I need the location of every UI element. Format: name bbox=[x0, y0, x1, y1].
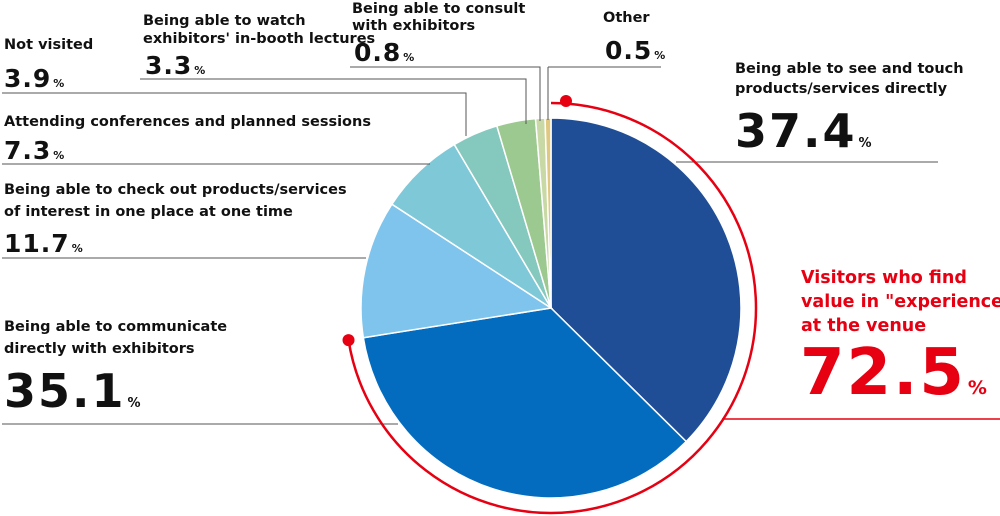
value-not-visited: 3.9% bbox=[4, 64, 65, 93]
label-conferences: Attending conferences and planned sessio… bbox=[4, 114, 371, 130]
label-lectures-line1: Being able to watch bbox=[143, 13, 306, 29]
label-lectures-line2: exhibitors' in-booth lectures bbox=[143, 31, 376, 47]
label-consult-line2: with exhibitors bbox=[352, 18, 476, 34]
value-conferences: 7.3% bbox=[4, 136, 65, 165]
leader-line-lectures bbox=[140, 78, 527, 124]
leader-lines bbox=[2, 66, 938, 425]
label-see-touch-line1: Being able to see and touch bbox=[735, 61, 964, 77]
experience-arc bbox=[347, 101, 758, 515]
label-check-out-line2: of interest in one place at one time bbox=[4, 204, 293, 220]
experience-label-line2: value in "experience" bbox=[801, 292, 1000, 312]
experience-arc-start-dot bbox=[560, 95, 572, 107]
value-other: 0.5% bbox=[605, 36, 666, 65]
experience-label-line1: Visitors who find bbox=[801, 268, 967, 288]
value-see-touch: 37.4% bbox=[735, 104, 872, 158]
experience-arc-end-dot bbox=[342, 334, 355, 347]
value-communicate: 35.1% bbox=[4, 364, 141, 418]
label-consult-line1: Being able to consult bbox=[352, 1, 526, 17]
leader-line-not-visited bbox=[2, 92, 467, 136]
label-other: Other bbox=[603, 10, 650, 26]
value-check-out: 11.7% bbox=[4, 229, 83, 258]
pie-slice-0 bbox=[550, 117, 742, 443]
experience-highlight bbox=[342, 95, 1000, 515]
leader-line-consult bbox=[350, 66, 541, 121]
label-check-out-line1: Being able to check out products/service… bbox=[4, 182, 347, 198]
label-communicate-line2: directly with exhibitors bbox=[4, 341, 195, 357]
label-not-visited: Not visited bbox=[4, 37, 94, 53]
label-see-touch-line2: products/services directly bbox=[735, 81, 948, 97]
value-lectures: 3.3% bbox=[145, 51, 206, 80]
experience-label-line3: at the venue bbox=[801, 316, 927, 336]
value-consult: 0.8% bbox=[354, 38, 415, 67]
pie-slices bbox=[360, 117, 742, 499]
experience-value: 72.5% bbox=[800, 336, 987, 410]
pie-slice-2 bbox=[360, 203, 554, 339]
label-communicate-line1: Being able to communicate bbox=[4, 319, 228, 335]
pie-slice-1 bbox=[362, 307, 688, 499]
